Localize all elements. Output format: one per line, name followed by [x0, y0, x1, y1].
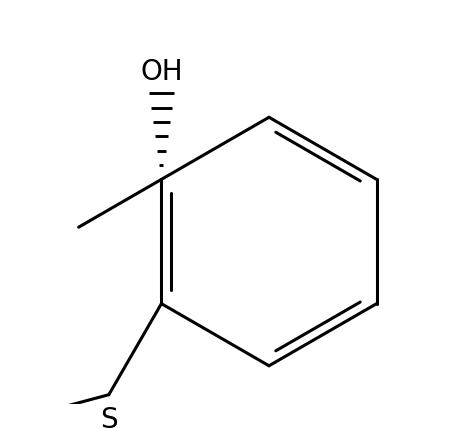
Text: OH: OH: [140, 58, 182, 86]
Text: S: S: [100, 406, 117, 428]
